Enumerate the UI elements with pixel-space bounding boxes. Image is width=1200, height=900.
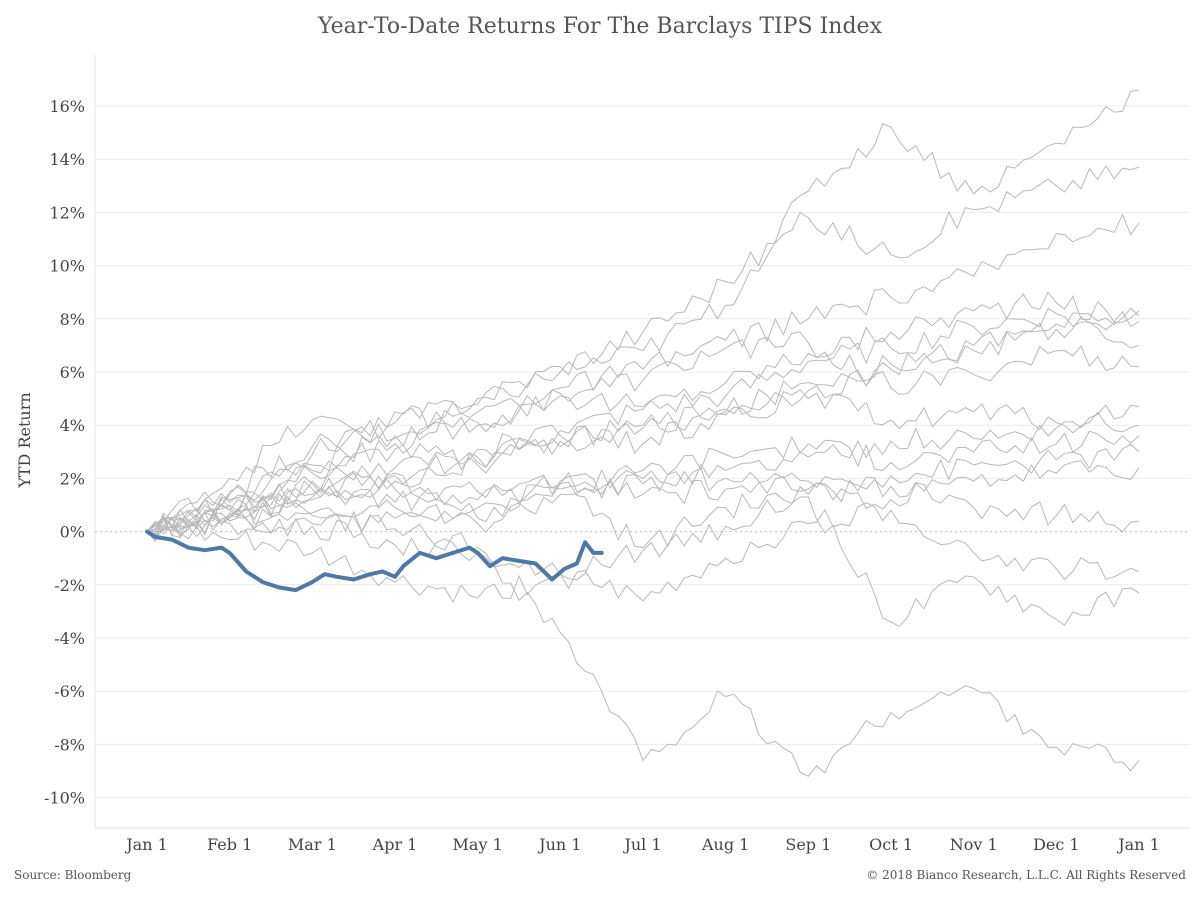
- history-series-line: [147, 164, 1140, 533]
- y-tick-label: 16%: [49, 97, 85, 116]
- x-tick-label: Jul 1: [622, 835, 661, 854]
- history-lines: [146, 89, 1140, 777]
- y-axis-label: YTD Return: [15, 392, 34, 488]
- history-series-line: [146, 460, 1140, 541]
- chart-title: Year-To-Date Returns For The Barclays TI…: [318, 14, 882, 39]
- history-series-line: [146, 331, 1140, 533]
- x-tick-label: Apr 1: [372, 835, 418, 854]
- y-tick-label: 6%: [60, 363, 85, 382]
- x-tick-label: Jan 1: [1116, 835, 1160, 854]
- y-tick-label: 0%: [60, 523, 85, 542]
- x-tick-label: May 1: [453, 835, 503, 854]
- history-series-line: [146, 443, 1140, 536]
- y-tick-label: -6%: [54, 682, 85, 701]
- history-series-line: [146, 291, 1140, 536]
- axis-layer: 16% 14% 12% 10% 8% 6% 4% 2% 0% -2% -4% -6% -8% -10% Ja…: [44, 97, 1160, 854]
- history-series-line: [146, 310, 1140, 540]
- history-series-line: [146, 307, 1140, 538]
- history-series-line: [146, 492, 1140, 777]
- y-tick-label: 14%: [49, 150, 85, 169]
- y-tick-label: 10%: [49, 257, 85, 276]
- x-tick-label: Dec 1: [1033, 835, 1080, 854]
- y-tick-label: -10%: [44, 789, 85, 808]
- x-tick-label: Jan 1: [124, 835, 168, 854]
- history-series-line: [146, 472, 1140, 628]
- x-tick-label: Aug 1: [701, 835, 749, 854]
- x-tick-label: Oct 1: [869, 835, 913, 854]
- y-tick-label: -4%: [54, 629, 85, 648]
- y-tick-label: -8%: [54, 735, 85, 754]
- history-series-line: [146, 307, 1140, 537]
- x-tick-label: Mar 1: [288, 835, 337, 854]
- y-tick-label: 12%: [49, 203, 85, 222]
- history-series-line: [146, 502, 1140, 604]
- y-tick-label: 2%: [60, 469, 85, 488]
- footer-copyright: © 2018 Bianco Research, L.L.C. All Right…: [866, 868, 1186, 882]
- x-tick-label: Nov 1: [950, 835, 998, 854]
- history-series-line: [146, 476, 1140, 581]
- y-tick-label: 4%: [60, 416, 85, 435]
- history-series-line: [146, 213, 1140, 542]
- history-series-line: [146, 404, 1140, 533]
- y-tick-label: 8%: [60, 310, 85, 329]
- history-series-line: [146, 89, 1140, 532]
- grid-layer: [94, 55, 1190, 829]
- x-tick-label: Sep 1: [785, 835, 831, 854]
- x-tick-label: Feb 1: [207, 835, 252, 854]
- y-tick-label: -2%: [54, 576, 85, 595]
- history-series-line: [146, 389, 1140, 532]
- history-series-line: [146, 430, 1140, 535]
- footer-source: Source: Bloomberg: [14, 868, 132, 882]
- current-year-line: [145, 529, 604, 593]
- current-series-line: [145, 529, 604, 593]
- x-tick-label: Jun 1: [537, 835, 581, 854]
